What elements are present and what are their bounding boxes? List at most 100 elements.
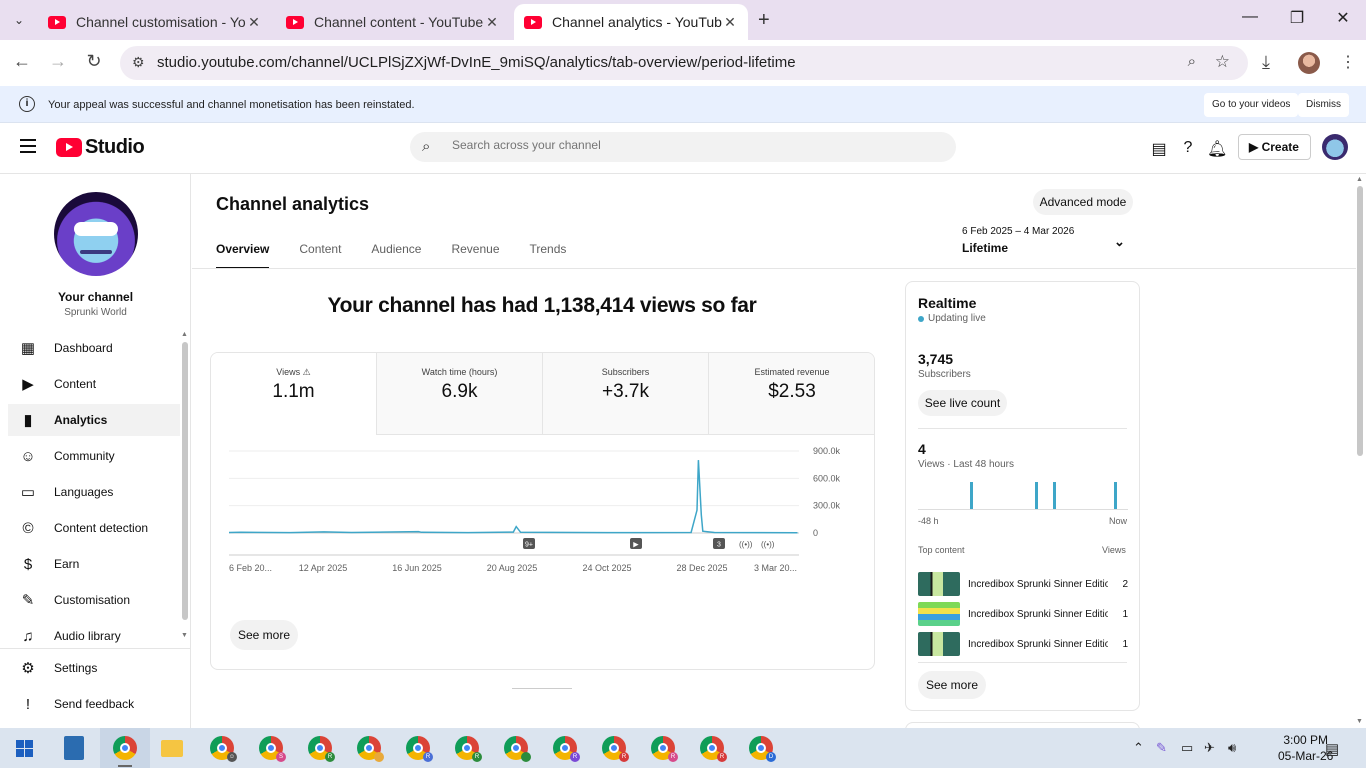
download-icon[interactable]: ⤓	[1262, 52, 1270, 72]
airplane-mode-icon[interactable]: ✈	[1204, 740, 1215, 755]
browser-tab-customisation[interactable]: Channel customisation - YouTube Studio ✕	[38, 4, 272, 40]
tab-overview[interactable]: Overview	[216, 242, 270, 269]
site-info-icon[interactable]: ⚙	[132, 54, 145, 70]
tab-search-icon[interactable]: ⌄	[13, 13, 25, 27]
chrome-profile-icon[interactable]: S	[259, 736, 286, 762]
zoom-icon[interactable]: ⌕	[1187, 53, 1196, 70]
tab-revenue[interactable]: Revenue	[451, 242, 500, 256]
tab-audience[interactable]: Audience	[371, 242, 422, 256]
chrome-profile-icon[interactable]: R	[308, 736, 335, 762]
advanced-mode-button[interactable]: Advanced mode	[1033, 189, 1133, 215]
back-icon[interactable]: ←	[13, 51, 31, 71]
top-content-row[interactable]: Incredibox Sprunki Sinner Edition 1	[918, 632, 1128, 656]
notifications-icon[interactable]: ▤	[1325, 741, 1340, 758]
tab-trends[interactable]: Trends	[529, 242, 567, 256]
sidebar-item-content[interactable]: ▶ Content	[8, 368, 180, 400]
sidebar-item-dashboard[interactable]: ▦ Dashboard	[8, 332, 180, 364]
sidebar-item-content-detection[interactable]: © Content detection	[8, 512, 180, 544]
page-scrollbar[interactable]	[1357, 186, 1363, 456]
restore-icon[interactable]: ❐	[1289, 10, 1305, 27]
top-content-row[interactable]: Incredibox Sprunki Sinner Edition 2	[918, 572, 1128, 596]
create-button[interactable]: ▶ Create	[1238, 134, 1311, 160]
sidebar-item-analytics[interactable]: ▮ Analytics	[8, 404, 180, 436]
tab-content[interactable]: Content	[299, 242, 342, 256]
sidebar-item-languages[interactable]: ▭ Languages	[8, 476, 180, 508]
windows-start-icon[interactable]	[16, 740, 33, 757]
date-period-label[interactable]: Lifetime	[962, 241, 1009, 255]
top-content-row[interactable]: Incredibox Sprunki Sinner Edition 1	[918, 602, 1128, 626]
battery-icon[interactable]: ▭	[1181, 740, 1194, 755]
url-text[interactable]: studio.youtube.com/channel/UCLPlSjZXjWf-…	[157, 54, 796, 71]
minimize-icon[interactable]: —	[1242, 8, 1258, 25]
account-avatar[interactable]	[1322, 134, 1348, 160]
metric-watch-time[interactable]: Watch time (hours) 6.9k	[377, 353, 543, 435]
chrome-profile-icon[interactable]: R	[700, 736, 727, 762]
sidebar-scroll-down-icon[interactable]: ▼	[181, 632, 188, 639]
chrome-profile-icon[interactable]: R	[602, 736, 629, 762]
sidebar-item-customisation[interactable]: ✎ Customisation	[8, 584, 180, 616]
browser-profile-avatar[interactable]	[1298, 52, 1320, 74]
metric-views[interactable]: Views ⚠ 1.1m	[211, 353, 377, 435]
channel-avatar[interactable]	[54, 192, 138, 276]
sidebar-item-audio-library[interactable]: ♫ Audio library	[8, 620, 180, 652]
file-explorer-icon[interactable]	[161, 740, 183, 757]
sidebar-item-earn[interactable]: $ Earn	[8, 548, 180, 580]
bookmark-star-icon[interactable]: ☆	[1214, 52, 1230, 71]
tab-close-icon[interactable]: ✕	[248, 13, 260, 30]
reload-icon[interactable]: ↻	[86, 51, 102, 71]
search-bar[interactable]: ⌕	[410, 132, 956, 162]
sidebar-scroll-up-icon[interactable]: ▲	[181, 331, 188, 338]
messages-icon[interactable]: ▤	[1151, 141, 1167, 158]
chrome-profile-icon[interactable]	[504, 736, 531, 762]
sidebar-scrollbar[interactable]	[182, 342, 188, 620]
date-range-text[interactable]: 6 Feb 2025 – 4 Mar 2026	[962, 226, 1075, 237]
window-close-icon[interactable]: ✕	[1336, 10, 1350, 27]
windows-taskbar: ☺ S R R R R R R R D ⌃ ✎ ▭ ✈ 🔊︎ 3:00 PM 0…	[0, 728, 1366, 768]
browser-menu-icon[interactable]: ⋮	[1340, 54, 1356, 71]
volume-icon[interactable]: 🔊︎	[1228, 740, 1237, 755]
metric-revenue[interactable]: Estimated revenue $2.53	[709, 353, 874, 435]
chrome-profile-icon[interactable]	[357, 736, 384, 762]
pen-icon[interactable]: ✎	[1156, 740, 1167, 755]
hamburger-menu-icon[interactable]	[20, 139, 36, 153]
go-to-videos-button[interactable]: Go to your videos	[1204, 93, 1299, 117]
sidebar-item-settings[interactable]: ⚙ Settings	[8, 652, 180, 684]
new-tab-icon[interactable]: +	[758, 9, 770, 31]
system-clock[interactable]: 3:00 PM 05-Mar-26	[1278, 732, 1333, 764]
sidebar-item-send-feedback[interactable]: ! Send feedback	[8, 688, 180, 720]
chrome-profile-icon[interactable]: R	[553, 736, 580, 762]
metric-value: +3.7k	[601, 381, 649, 402]
page-scroll-down-icon[interactable]: ▼	[1356, 718, 1363, 725]
chrome-profile-icon[interactable]: R	[406, 736, 433, 762]
page-scroll-up-icon[interactable]: ▲	[1356, 176, 1363, 183]
tab-close-icon[interactable]: ✕	[486, 13, 498, 30]
see-live-count-button[interactable]: See live count	[918, 390, 1007, 416]
search-input[interactable]	[452, 138, 932, 152]
chrome-app-icon[interactable]	[113, 736, 137, 760]
chrome-profile-icon[interactable]: R	[455, 736, 482, 762]
calculator-app-icon[interactable]	[64, 736, 84, 760]
tab-close-icon[interactable]: ✕	[724, 13, 736, 30]
y-tick-label: 0	[813, 528, 818, 538]
browser-tab-analytics[interactable]: Channel analytics - YouTube Studio ✕	[514, 4, 748, 40]
chevron-down-icon[interactable]: ⌄	[1114, 234, 1125, 249]
browser-tab-content[interactable]: Channel content - YouTube Studio ✕	[276, 4, 510, 40]
browser-tab-strip: ⌄ Channel customisation - YouTube Studio…	[0, 0, 1366, 40]
dismiss-button[interactable]: Dismiss	[1298, 93, 1349, 117]
running-indicator	[118, 765, 132, 767]
metric-subscribers[interactable]: Subscribers +3.7k	[543, 353, 709, 435]
see-more-button[interactable]: See more	[230, 620, 298, 650]
notifications-bell-icon[interactable]: 🔔︎	[1207, 141, 1228, 158]
sidebar-bottom-divider	[0, 648, 190, 649]
event-marker-label: 3	[717, 542, 721, 549]
sidebar-item-community[interactable]: ☺ Community	[8, 440, 180, 472]
realtime-see-more-button[interactable]: See more	[918, 671, 986, 699]
chrome-profile-icon[interactable]: D	[749, 736, 776, 762]
help-icon[interactable]: ?	[1183, 139, 1193, 156]
chrome-profile-icon[interactable]: ☺	[210, 736, 237, 762]
studio-logo[interactable]: Studio	[56, 136, 145, 159]
url-bar[interactable]: ⚙ studio.youtube.com/channel/UCLPlSjZXjW…	[120, 46, 1248, 80]
forward-icon[interactable]: →	[49, 51, 67, 71]
chrome-profile-icon[interactable]: R	[651, 736, 678, 762]
tray-overflow-icon[interactable]: ⌃	[1133, 740, 1144, 755]
